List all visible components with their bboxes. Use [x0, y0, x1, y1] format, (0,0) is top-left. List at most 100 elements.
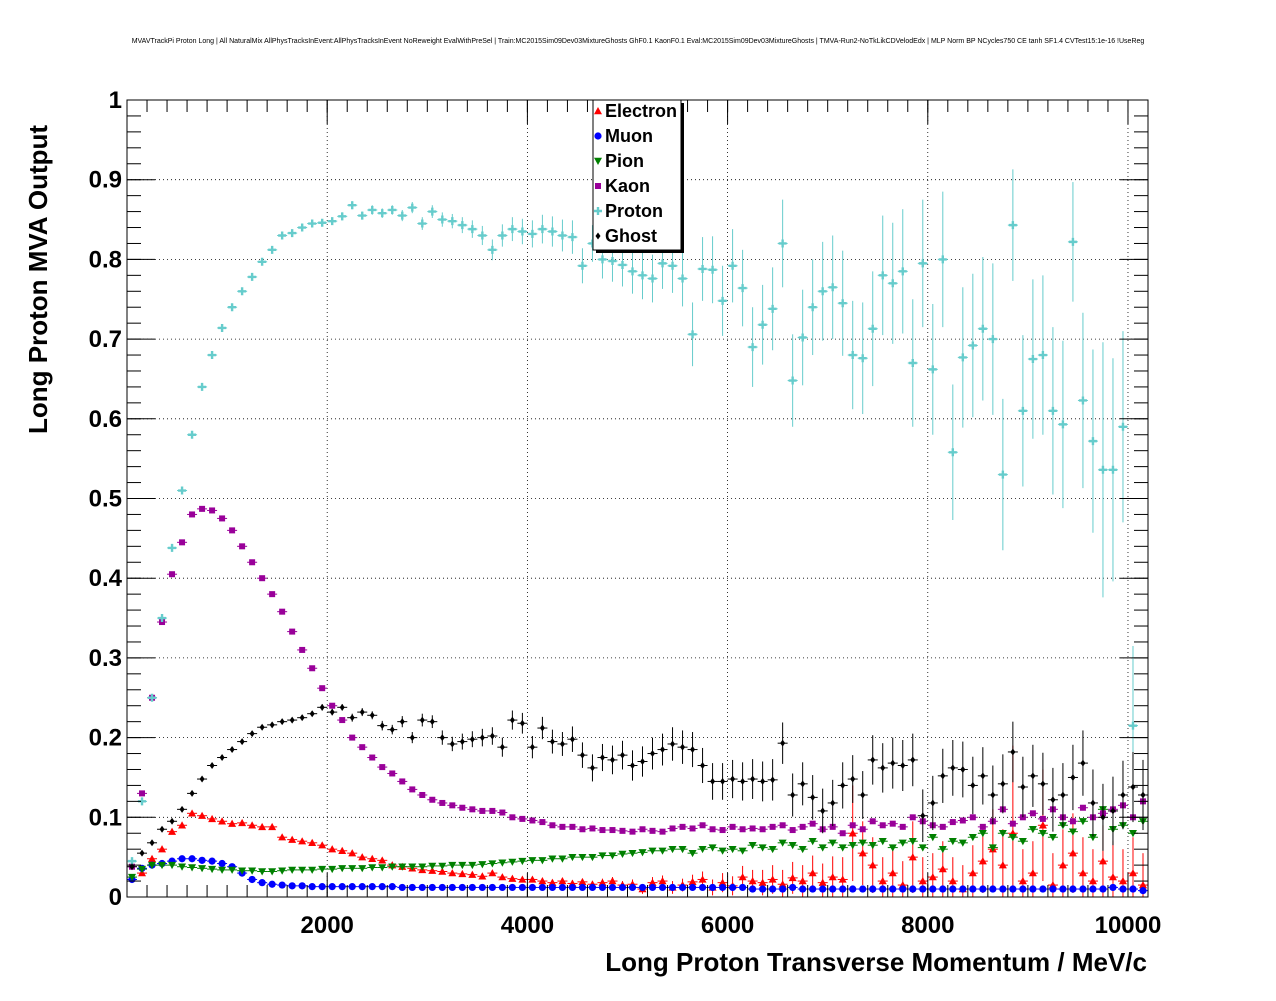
electron-point — [978, 857, 987, 865]
ghost-point — [599, 754, 605, 762]
muon-point — [1069, 885, 1077, 893]
electron-point — [228, 819, 237, 827]
kaon-point — [419, 791, 426, 798]
muon-point — [408, 883, 416, 892]
pion-point — [798, 845, 807, 854]
electron-point — [328, 845, 337, 853]
proton-point — [658, 259, 667, 268]
electron-point — [178, 821, 187, 829]
proton-point — [368, 205, 377, 214]
electron-point — [358, 853, 367, 861]
ghost-point — [299, 714, 305, 722]
ghost-point — [399, 718, 405, 726]
kaon-point — [629, 828, 636, 835]
muon-point — [1059, 885, 1067, 893]
electron-point — [718, 878, 727, 886]
electron-point — [298, 837, 307, 845]
kaon-point — [949, 819, 956, 826]
kaon-point — [549, 822, 556, 829]
muon-point — [809, 885, 817, 893]
electron-point — [1038, 821, 1047, 829]
electron-point — [378, 856, 387, 864]
kaon-point — [269, 591, 276, 598]
proton-point — [968, 341, 977, 350]
proton-point — [858, 354, 867, 363]
electron-point — [598, 878, 607, 886]
pion-point — [988, 844, 997, 852]
ghost-point — [830, 799, 836, 807]
kaon-point — [859, 826, 866, 833]
pion-point — [498, 859, 507, 867]
ghost-point — [569, 735, 575, 743]
pion-point — [658, 847, 667, 855]
x-tick-label: 8000 — [901, 912, 954, 939]
proton-point — [778, 239, 787, 248]
electron-point — [348, 849, 357, 857]
kaon-point — [409, 786, 416, 793]
electron-point — [258, 822, 267, 831]
pion-point — [308, 866, 317, 874]
pion-point — [918, 844, 927, 852]
proton-point — [878, 271, 887, 280]
electron-point — [1068, 849, 1077, 857]
pion-point — [538, 857, 547, 865]
proton-point — [338, 212, 347, 221]
electron-point — [968, 869, 977, 877]
proton-point — [1098, 465, 1107, 474]
pion-point — [548, 855, 557, 863]
proton-point — [388, 205, 397, 214]
pion-point — [368, 864, 377, 872]
y-tick-label: 0.1 — [89, 804, 122, 831]
proton-point — [298, 223, 307, 232]
ghost-point — [249, 730, 255, 738]
ghost-point — [519, 719, 525, 727]
pion-point — [408, 863, 417, 871]
muon-point — [999, 885, 1007, 893]
proton-point — [928, 365, 937, 374]
pion-point — [398, 863, 407, 871]
electron-point — [648, 878, 657, 886]
muon-point — [258, 879, 266, 887]
kaon-point — [1079, 804, 1086, 811]
kaon-point — [809, 820, 816, 827]
pion-point — [648, 847, 657, 855]
ghost-point — [449, 740, 455, 748]
muon-point — [398, 883, 406, 892]
proton-point — [1108, 465, 1117, 474]
muon-point — [178, 855, 186, 863]
ghost-point — [860, 791, 866, 799]
pion-point — [438, 862, 447, 870]
ghost-point — [1040, 780, 1046, 788]
muon-point — [989, 885, 997, 893]
proton-point — [548, 227, 557, 236]
electron-point — [208, 814, 217, 823]
proton-point — [718, 296, 727, 305]
electron-point — [1028, 869, 1037, 877]
ghost-point — [539, 724, 545, 732]
kaon-point — [369, 754, 376, 761]
muon-point — [749, 885, 757, 893]
electron-point — [428, 866, 437, 874]
kaon-point — [659, 828, 666, 835]
electron-point — [768, 875, 777, 883]
electron-point — [918, 877, 927, 885]
electron-point — [538, 877, 547, 885]
proton-point — [788, 376, 797, 385]
pion-point — [748, 841, 757, 850]
pion-point — [618, 850, 627, 858]
ghost-point — [970, 781, 976, 789]
proton-point — [1088, 437, 1097, 446]
kaon-point — [979, 823, 986, 830]
kaon-point — [389, 770, 396, 777]
kaon-point — [459, 804, 466, 811]
muon-point — [528, 883, 536, 892]
kaon-point — [499, 809, 506, 816]
ghost-point — [1070, 773, 1076, 781]
ghost-point — [339, 703, 345, 711]
electron-point — [868, 861, 877, 869]
grid-lines — [127, 100, 1148, 897]
proton-point — [648, 274, 657, 283]
ghost-point — [710, 777, 716, 785]
kaon-point — [569, 823, 576, 830]
pion-point — [1068, 828, 1077, 836]
